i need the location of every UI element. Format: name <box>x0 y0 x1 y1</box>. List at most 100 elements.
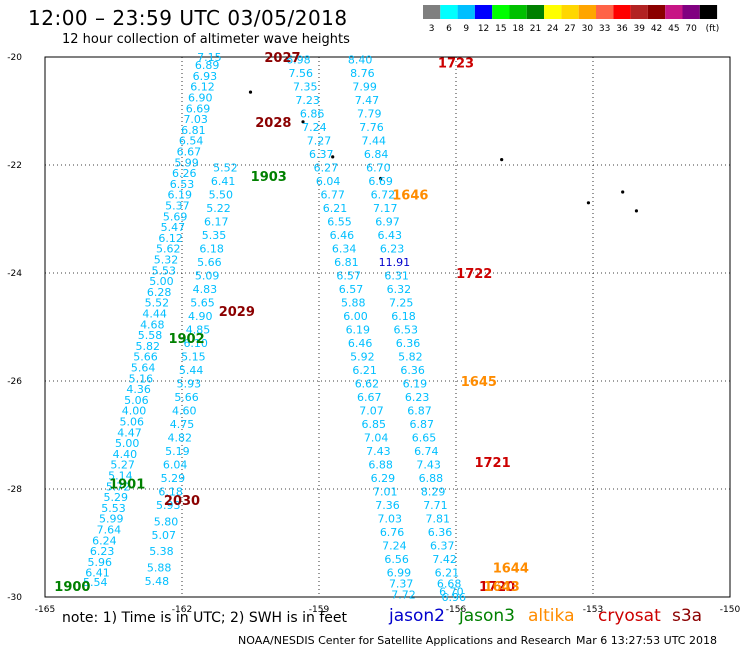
colorbar-label: 36 <box>616 24 628 34</box>
swh-value: 5.00 <box>115 437 140 450</box>
colorbar-swatch <box>440 5 458 19</box>
swh-value: 5.72 <box>106 480 131 493</box>
x-tick-label: -165 <box>35 605 55 615</box>
swh-value: 7.35 <box>293 81 318 94</box>
time-label: 1643 <box>484 580 520 595</box>
swh-value: 6.28 <box>147 286 172 299</box>
time-label: 1900 <box>54 580 90 595</box>
swh-value: 6.04 <box>316 175 341 188</box>
swh-value: 6.21 <box>435 567 460 580</box>
swh-value: 4.44 <box>142 308 167 321</box>
swh-value: 6.68 <box>437 578 462 591</box>
colorbar-label: 30 <box>582 24 594 34</box>
swh-value: 5.48 <box>145 575 170 588</box>
swh-value: 4.90 <box>188 310 213 323</box>
swh-value: 7.76 <box>359 121 384 134</box>
swh-value: 6.10 <box>183 337 208 350</box>
swh-value: 6.24 <box>92 534 117 547</box>
swh-value: 7.01 <box>373 486 398 499</box>
swh-value: 7.36 <box>375 499 400 512</box>
colorbar-swatch <box>699 5 718 19</box>
swh-value: 4.00 <box>122 405 147 418</box>
swh-value: 6.18 <box>391 310 416 323</box>
swh-value: 6.37 <box>430 540 455 553</box>
time-label: 1722 <box>456 267 492 282</box>
swh-value: 6.23 <box>90 545 115 558</box>
plot-border <box>44 56 731 598</box>
swh-value: 7.99 <box>352 81 377 94</box>
swh-value: 7.03 <box>183 113 208 126</box>
x-tick-label: -162 <box>172 605 192 615</box>
swh-value: 5.44 <box>179 364 204 377</box>
time-label: 1644 <box>493 561 529 576</box>
swh-value: 5.65 <box>190 297 215 310</box>
colorbar-swatch <box>526 5 545 19</box>
swh-value: 6.36 <box>396 337 421 350</box>
time-label: 2028 <box>255 116 291 131</box>
swh-value: 6.18 <box>199 243 224 256</box>
island-dot <box>586 201 591 205</box>
colorbar-label: 33 <box>599 24 610 34</box>
swh-value: 6.21 <box>323 202 348 215</box>
swh-value: 6.81 <box>334 256 359 269</box>
swh-value: 6.18 <box>158 486 183 499</box>
time-label: 1646 <box>392 189 428 204</box>
swh-value: 7.24 <box>382 540 407 553</box>
swh-value: 7.27 <box>307 135 332 148</box>
swh-value: 6.57 <box>339 283 364 296</box>
footer-timestamp: Mar 6 13:27:53 UTC 2018 <box>576 634 717 647</box>
swh-value: 5.96 <box>88 556 113 569</box>
swh-value: 7.81 <box>425 513 450 526</box>
time-label: 1901 <box>109 478 145 493</box>
swh-value: 6.00 <box>343 310 368 323</box>
island-dot <box>500 158 504 162</box>
island-dot <box>301 120 305 124</box>
plot-frame <box>44 56 731 598</box>
swh-value: 6.81 <box>181 124 206 137</box>
time-label: 1902 <box>168 332 204 347</box>
x-tick-label: -150 <box>720 605 740 615</box>
y-tick-label: -30 <box>7 593 22 603</box>
swh-value: 6.46 <box>348 337 373 350</box>
swh-value: 5.50 <box>209 189 234 202</box>
legend-item-jason3: jason3 <box>459 606 515 626</box>
y-tick-label: -26 <box>7 377 22 387</box>
swh-value: 6.96 <box>441 591 466 604</box>
swh-value: 6.69 <box>186 102 211 115</box>
swh-value: 8.40 <box>348 54 373 67</box>
swh-value: 7.04 <box>364 432 389 445</box>
swh-value: 6.89 <box>195 59 220 72</box>
swh-points: 5.546.415.966.236.247.645.995.535.295.72… <box>83 51 466 604</box>
colorbar-label: 9 <box>463 24 469 34</box>
swh-value: 4.47 <box>117 426 142 439</box>
swh-value: 6.57 <box>336 270 361 283</box>
swh-value: 5.29 <box>104 491 129 504</box>
swh-value: 5.66 <box>133 351 158 364</box>
swh-value: 6.84 <box>364 148 389 161</box>
swh-value: 8.76 <box>350 67 375 80</box>
colorbar-swatch <box>544 5 562 19</box>
colorbar-swatch <box>596 5 614 19</box>
swh-value: 5.99 <box>174 156 199 169</box>
swh-value: 5.82 <box>136 340 161 353</box>
swh-value: 6.86 <box>300 108 325 121</box>
swh-value: 5.64 <box>131 362 156 375</box>
swh-value: 6.27 <box>314 162 339 175</box>
island-dot <box>331 155 335 159</box>
swh-value: 5.29 <box>161 472 186 485</box>
swh-value: 5.62 <box>156 243 181 256</box>
island-dot <box>379 176 383 181</box>
swh-value: 6.53 <box>394 324 419 337</box>
colorbar-swatch <box>578 5 596 19</box>
swh-value: 6.41 <box>211 175 236 188</box>
swh-value: 7.25 <box>389 297 414 310</box>
swh-value: 6.85 <box>362 418 387 431</box>
swh-value: 5.35 <box>202 229 227 242</box>
swh-value: 5.37 <box>165 200 190 213</box>
swh-value: 6.21 <box>352 364 377 377</box>
colorbar-swatch <box>630 5 648 19</box>
swh-value: 5.82 <box>398 351 423 364</box>
swh-value: 6.87 <box>410 418 435 431</box>
swh-value: 8.29 <box>421 486 446 499</box>
island-dot <box>634 209 638 213</box>
